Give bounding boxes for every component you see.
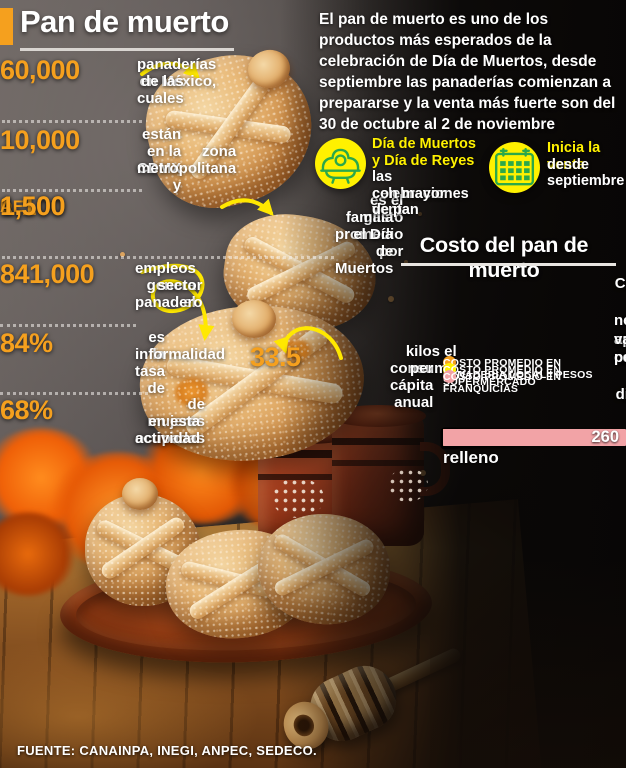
stat-desc-line: en esta actividad — [135, 413, 201, 447]
costo-underline — [401, 263, 616, 266]
badge-title-word: venta — [547, 156, 585, 173]
stat-desc-line: zona metropolitana — [137, 143, 237, 177]
badge-desc-word: desde — [547, 156, 589, 173]
bread-bone-ridge — [272, 537, 376, 598]
stat-desc-line: es la tasa de — [135, 329, 166, 397]
legend-dot-franquicias — [443, 370, 456, 383]
badge-circle-calendar — [489, 142, 540, 193]
stat-desc-line: informalidad — [135, 346, 226, 363]
chart-legend: COSTO PROMEDIO EN PANADERÍA LOCAL | PESO… — [443, 356, 623, 395]
badge-desc-line: las celebraciones — [372, 169, 469, 202]
bar-value-label: 260 — [591, 428, 619, 446]
costo-desc-line: como rellenos de cempasúchil, negro o — [614, 349, 626, 366]
stat-cdmx: 10,000 están en la CDMX y zona metropoli… — [0, 126, 236, 195]
stat-desc-line: kilos el consumo — [390, 343, 457, 377]
stat-value: 68% — [0, 395, 53, 425]
stat-desc-line: sector panadero — [135, 277, 203, 311]
stat-desc-line: están en la CDMX y — [137, 126, 182, 194]
stat-value: 10,000 — [0, 125, 80, 155]
costo-paragraph: Cada vez los negocios apuestan por crear… — [348, 275, 626, 403]
dotted-divider — [2, 256, 334, 259]
costo-heading: Costo del pan de muerto — [419, 233, 589, 282]
stat-desc-line: familia el Día de Muertos — [335, 209, 394, 277]
bread-topknot — [122, 478, 158, 510]
clay-jug-decoration — [388, 468, 428, 502]
costo-desc-line: para personas con diabetes. — [614, 349, 626, 403]
stat-desc-line: panaderías en México, — [137, 56, 217, 90]
page-title: Pan de muerto — [20, 4, 229, 39]
stat-value-num1: 1,100 — [0, 191, 66, 221]
pan-de-muerto-icon — [320, 148, 361, 184]
stat-value: 841,000 — [0, 259, 95, 289]
dotted-divider — [0, 324, 136, 327]
badge-calendar-text: Inicia la venta desde septiembre — [547, 140, 625, 189]
badge-bread-text: Día de Muertos y Día de Reyes las celebr… — [372, 136, 482, 218]
costo-desc-line: Cada vez los negocios apuestan por — [614, 275, 626, 348]
legend-label: COSTO PROMEDIO EN FRANQUICIAS — [443, 371, 562, 395]
crumb — [120, 252, 125, 257]
title-accent-bar — [0, 8, 13, 45]
calendar-icon — [494, 147, 535, 186]
badge-desc-line: con mayor venta — [372, 185, 446, 219]
dotted-divider — [0, 392, 148, 395]
title-underline — [20, 48, 234, 51]
stat-desc-line: empleos genera el — [135, 260, 196, 311]
badge-title-line: Día de Muertos — [372, 136, 476, 152]
stat-value: 60,000 — [0, 55, 80, 85]
bread-bone-ridge — [271, 531, 373, 599]
stat-consumo: 33.5 kilos el consumo per cápita anual — [250, 343, 457, 412]
stat-value-mid: A — [0, 197, 13, 216]
stat-panaderias: 60,000 panaderías en México, de las cual… — [0, 56, 216, 108]
dotted-divider — [2, 189, 142, 192]
bread-topknot — [232, 300, 276, 338]
stat-gasto: DE 1,100 A 1,500 es el gasto promedio po… — [0, 192, 403, 278]
dotted-divider — [2, 120, 142, 123]
badge-title-line: y Día de Reyes — [372, 152, 475, 169]
stat-desc-line: de mujeres ocupadas — [135, 396, 206, 447]
intro-paragraph: El pan de muerto es uno de los productos… — [319, 11, 616, 133]
legend-label: COSTO PROMEDIO EN PANADERÍA LOCAL | PESO… — [443, 357, 593, 381]
stat-empleos: 841,000 empleos genera el sector panader… — [0, 260, 203, 312]
badge-desc-line: septiembre — [547, 173, 625, 189]
stat-desc-line: es el gasto promedio por — [335, 192, 404, 260]
stat-value: 84% — [0, 328, 53, 358]
stat-mujeres: 68% de mujeres ocupadas en esta activida… — [0, 396, 205, 448]
stat-informalidad: 84% es la tasa de informalidad — [0, 329, 225, 398]
badge-title-line: Inicia la — [547, 140, 601, 156]
bread-bone-ridge — [164, 109, 292, 145]
stat-value: 33.5 — [250, 342, 301, 372]
bar: 260 — [443, 428, 626, 446]
stat-desc-line: per cápita anual — [390, 360, 434, 411]
stat-desc-line: de las cuales — [137, 73, 184, 107]
source-note: FUENTE: CANAINPA, INEGI, ANPEC, SEDECO. — [17, 743, 317, 758]
marigold-flower — [0, 512, 76, 596]
legend-label: COSTO PROMEDIO EN SUPERMERCADO — [443, 364, 562, 388]
badge-desc-line: de pan — [372, 202, 419, 218]
stat-value-prefix: DE — [0, 197, 25, 216]
badge-circle-bread — [315, 138, 366, 189]
stat-value-num2: 1,500 — [0, 191, 66, 221]
clay-pot-decoration — [272, 478, 324, 518]
costo-desc-line: crear más variedad de pan de muerto — [614, 330, 626, 404]
